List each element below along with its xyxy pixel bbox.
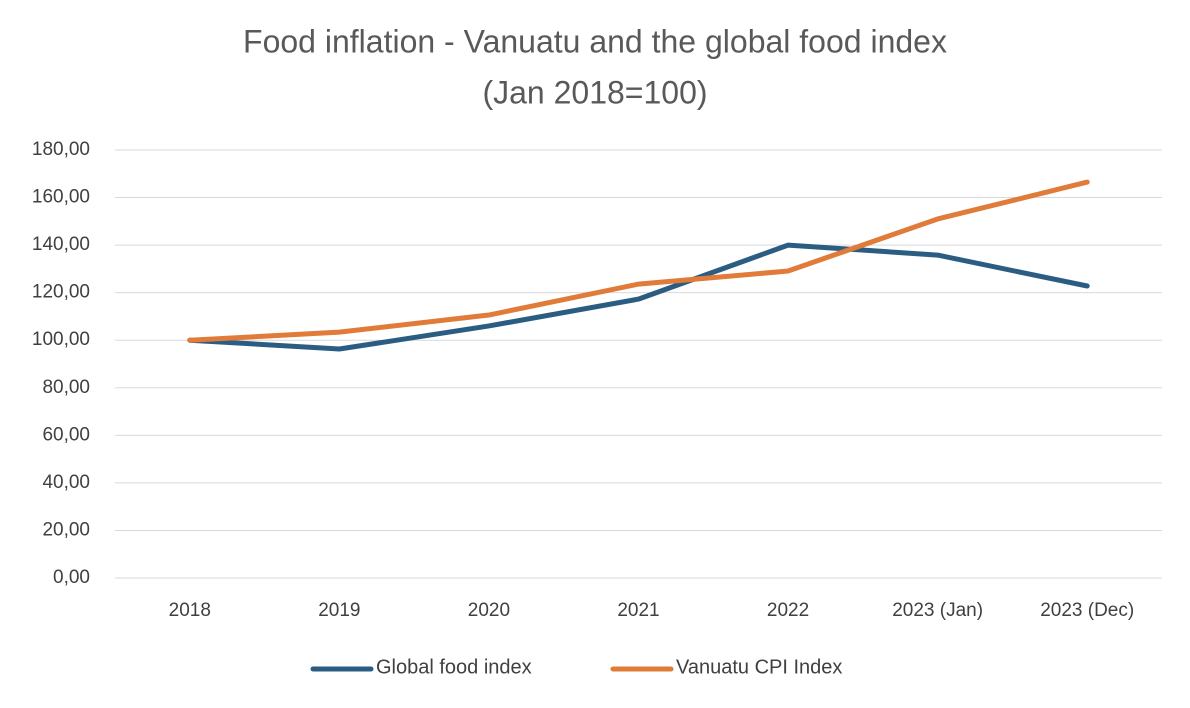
legend-label: Vanuatu CPI Index (676, 656, 842, 678)
x-tick-label: 2023 (Jan) (892, 600, 983, 621)
x-tick-label: 2020 (468, 600, 510, 621)
legend-label: Global food index (376, 656, 532, 678)
y-tick-label: 100,00 (32, 329, 90, 350)
x-tick-label: 2019 (318, 600, 360, 621)
x-tick-label: 2022 (767, 600, 809, 621)
y-tick-label: 140,00 (32, 234, 90, 255)
series-line (187, 179, 1090, 343)
y-tick-label: 160,00 (32, 187, 90, 208)
y-tick-label: 120,00 (32, 282, 90, 303)
chart-title: Food inflation - Vanuatu and the global … (243, 23, 947, 59)
x-tick-label: 2018 (169, 600, 211, 621)
chart-subtitle: (Jan 2018=100) (482, 74, 707, 110)
series-line (187, 242, 1090, 352)
y-tick-label: 80,00 (42, 377, 90, 398)
x-tick-label: 2021 (617, 600, 659, 621)
y-tick-label: 0,00 (53, 567, 90, 588)
y-tick-label: 20,00 (42, 519, 90, 540)
y-tick-label: 40,00 (42, 472, 90, 493)
x-tick-label: 2023 (Dec) (1040, 600, 1134, 621)
y-tick-label: 60,00 (42, 424, 90, 445)
y-tick-label: 180,00 (32, 139, 90, 160)
